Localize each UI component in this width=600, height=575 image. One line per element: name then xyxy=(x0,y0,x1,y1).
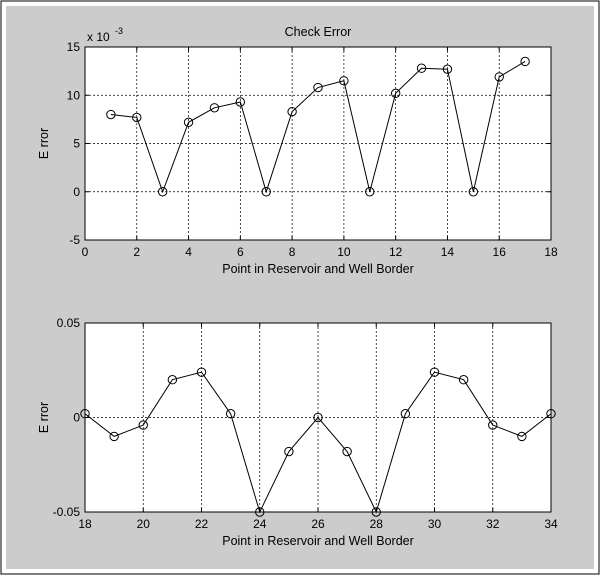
y-tick-label: 5 xyxy=(73,137,80,151)
x-tick-label: 28 xyxy=(370,517,384,531)
data-point xyxy=(442,64,453,74)
data-point xyxy=(313,412,323,423)
x-tick-label: 26 xyxy=(311,517,325,531)
x-tick-label: 32 xyxy=(486,517,500,531)
x-tick-label: 24 xyxy=(253,517,267,531)
data-point xyxy=(183,117,194,127)
data-point xyxy=(138,420,148,430)
x-tick-label: 4 xyxy=(185,245,192,259)
data-point xyxy=(132,112,142,123)
data-point xyxy=(416,63,427,73)
x-tick-label: 0 xyxy=(82,245,89,259)
x-tick-label: 2 xyxy=(133,245,140,259)
data-point xyxy=(209,103,220,113)
y-exponent-label: x 10 xyxy=(87,30,110,44)
x-axis-label: Point in Reservoir and Well Border xyxy=(222,534,414,548)
x-tick-label: 18 xyxy=(544,245,558,259)
data-point xyxy=(313,82,323,93)
data-point xyxy=(488,420,498,430)
data-point xyxy=(196,367,207,377)
data-point xyxy=(287,106,297,117)
y-axis-label: E rror xyxy=(37,128,51,159)
x-tick-label: 20 xyxy=(137,517,151,531)
chart-title: Check Error xyxy=(285,25,352,39)
data-point xyxy=(342,446,352,457)
data-point xyxy=(255,507,265,517)
data-point xyxy=(365,187,375,197)
data-point xyxy=(371,507,381,517)
x-tick-label: 34 xyxy=(544,517,558,531)
series-line xyxy=(110,61,526,194)
data-point xyxy=(520,56,530,67)
x-tick-label: 16 xyxy=(493,245,507,259)
data-point xyxy=(167,375,178,385)
data-point xyxy=(261,187,271,197)
x-tick-label: 22 xyxy=(195,517,209,531)
data-point xyxy=(109,431,119,442)
data-point xyxy=(546,409,556,419)
x-tick-label: 12 xyxy=(389,245,403,259)
x-tick-label: 6 xyxy=(237,245,244,259)
y-exponent-power: -3 xyxy=(115,26,123,36)
data-point xyxy=(225,409,236,419)
y-tick-label: 10 xyxy=(67,88,81,102)
y-tick-label: -0.05 xyxy=(53,505,81,519)
x-tick-label: 10 xyxy=(337,245,351,259)
x-tick-label: 14 xyxy=(441,245,455,259)
y-tick-label: 0.05 xyxy=(57,316,81,330)
data-point xyxy=(400,409,411,419)
x-axis-label: Point in Reservoir and Well Border xyxy=(222,262,414,276)
data-point xyxy=(429,367,440,377)
data-point xyxy=(106,109,116,120)
data-point xyxy=(494,72,504,82)
x-tick-label: 30 xyxy=(428,517,442,531)
data-point xyxy=(517,431,527,442)
series-line xyxy=(84,371,552,514)
data-point xyxy=(235,97,246,107)
x-tick-label: 18 xyxy=(78,517,92,531)
data-point xyxy=(339,76,349,86)
y-tick-label: -5 xyxy=(69,233,80,247)
data-point xyxy=(468,187,479,197)
x-tick-label: 8 xyxy=(289,245,296,259)
y-tick-label: 15 xyxy=(67,40,81,54)
data-point xyxy=(157,187,168,197)
y-tick-label: 0 xyxy=(73,185,80,199)
y-axis-label: E rror xyxy=(37,402,51,433)
y-tick-label: 0 xyxy=(73,411,80,425)
data-point xyxy=(458,375,469,385)
data-point xyxy=(80,409,90,419)
data-point xyxy=(390,88,401,99)
data-point xyxy=(284,446,294,457)
